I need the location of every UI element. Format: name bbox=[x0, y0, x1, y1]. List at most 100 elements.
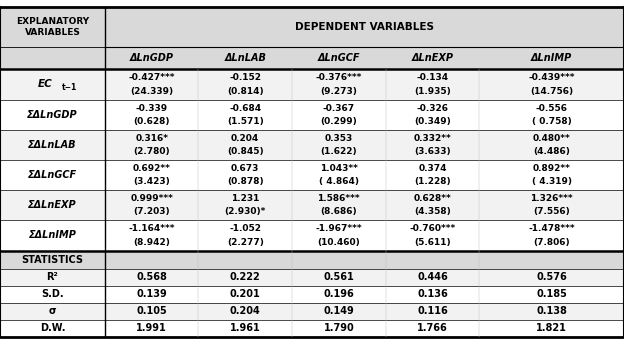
Text: R²: R² bbox=[47, 272, 58, 282]
Bar bbox=[198, 303, 292, 320]
Text: 1.991: 1.991 bbox=[136, 323, 167, 333]
Text: -0.326: -0.326 bbox=[416, 103, 449, 112]
Text: (2.277): (2.277) bbox=[227, 238, 264, 247]
Text: (7.203): (7.203) bbox=[134, 208, 170, 217]
Bar bbox=[105, 69, 198, 100]
Bar bbox=[0, 303, 105, 320]
Text: (10.460): (10.460) bbox=[318, 238, 360, 247]
Text: -0.152: -0.152 bbox=[229, 73, 261, 82]
Bar bbox=[479, 190, 624, 220]
Bar bbox=[292, 100, 386, 130]
Text: (0.814): (0.814) bbox=[227, 87, 263, 96]
Text: ΣΔLnGCF: ΣΔLnGCF bbox=[28, 170, 77, 180]
Bar bbox=[105, 269, 198, 286]
Text: 0.332**: 0.332** bbox=[414, 134, 451, 143]
Bar bbox=[386, 100, 479, 130]
Bar bbox=[0, 69, 105, 100]
Text: (0.628): (0.628) bbox=[134, 117, 170, 126]
Text: -1.967***: -1.967*** bbox=[316, 224, 362, 233]
Bar bbox=[0, 320, 105, 337]
Text: 1.821: 1.821 bbox=[536, 323, 567, 333]
Text: (4.358): (4.358) bbox=[414, 208, 451, 217]
Text: (7.556): (7.556) bbox=[534, 208, 570, 217]
Text: -0.134: -0.134 bbox=[416, 73, 449, 82]
Text: (1.622): (1.622) bbox=[321, 147, 357, 156]
Text: -0.376***: -0.376*** bbox=[316, 73, 362, 82]
Text: (8.686): (8.686) bbox=[321, 208, 357, 217]
Bar bbox=[479, 47, 624, 69]
Bar bbox=[292, 130, 386, 160]
Text: -0.556: -0.556 bbox=[535, 103, 568, 112]
Bar bbox=[0, 100, 105, 130]
Text: ΔLnEXP: ΔLnEXP bbox=[411, 53, 454, 63]
Bar bbox=[105, 220, 198, 251]
Bar bbox=[386, 47, 479, 69]
Text: 0.149: 0.149 bbox=[323, 306, 354, 316]
Text: ΔLnIMP: ΔLnIMP bbox=[531, 53, 572, 63]
Bar bbox=[479, 269, 624, 286]
Text: (3.633): (3.633) bbox=[414, 147, 451, 156]
Bar bbox=[386, 286, 479, 303]
Bar bbox=[386, 190, 479, 220]
Text: EXPLANATORY
VARIABLES: EXPLANATORY VARIABLES bbox=[16, 17, 89, 36]
Bar bbox=[292, 286, 386, 303]
Bar bbox=[479, 320, 624, 337]
Text: 1.790: 1.790 bbox=[323, 323, 354, 333]
Bar bbox=[386, 160, 479, 190]
Text: (0.299): (0.299) bbox=[321, 117, 357, 126]
Bar bbox=[292, 320, 386, 337]
Text: 0.999***: 0.999*** bbox=[130, 194, 173, 203]
Text: 0.561: 0.561 bbox=[323, 272, 354, 282]
Bar bbox=[105, 320, 198, 337]
Bar bbox=[292, 220, 386, 251]
Text: (2.780): (2.780) bbox=[134, 147, 170, 156]
Text: -0.427***: -0.427*** bbox=[129, 73, 175, 82]
Text: 0.196: 0.196 bbox=[323, 289, 354, 299]
Bar bbox=[386, 320, 479, 337]
Text: 0.673: 0.673 bbox=[231, 164, 260, 173]
Text: 0.628**: 0.628** bbox=[414, 194, 451, 203]
Bar bbox=[0, 190, 105, 220]
Bar bbox=[105, 303, 198, 320]
Bar bbox=[479, 286, 624, 303]
Bar bbox=[479, 130, 624, 160]
Bar bbox=[198, 69, 292, 100]
Text: ΔLnLAB: ΔLnLAB bbox=[224, 53, 266, 63]
Text: -0.339: -0.339 bbox=[135, 103, 168, 112]
Text: 0.480**: 0.480** bbox=[533, 134, 570, 143]
Text: 1.961: 1.961 bbox=[230, 323, 261, 333]
Bar bbox=[198, 100, 292, 130]
Bar bbox=[105, 286, 198, 303]
Bar bbox=[198, 160, 292, 190]
Bar bbox=[0, 47, 105, 69]
Text: DEPENDENT VARIABLES: DEPENDENT VARIABLES bbox=[295, 22, 434, 32]
Text: σ: σ bbox=[49, 306, 56, 316]
Bar bbox=[198, 220, 292, 251]
Bar bbox=[105, 47, 198, 69]
Text: (1.571): (1.571) bbox=[227, 117, 263, 126]
Text: 0.105: 0.105 bbox=[136, 306, 167, 316]
Text: -0.367: -0.367 bbox=[323, 103, 355, 112]
Text: (0.878): (0.878) bbox=[227, 177, 263, 186]
Text: (1.935): (1.935) bbox=[414, 87, 451, 96]
Text: ΔLnGCF: ΔLnGCF bbox=[318, 53, 360, 63]
Text: 1.043**: 1.043** bbox=[320, 164, 358, 173]
Bar bbox=[0, 220, 105, 251]
Bar bbox=[479, 69, 624, 100]
Bar bbox=[105, 190, 198, 220]
Bar bbox=[292, 160, 386, 190]
Text: 0.446: 0.446 bbox=[417, 272, 448, 282]
Bar bbox=[292, 303, 386, 320]
Bar bbox=[0, 7, 105, 47]
Bar bbox=[0, 251, 624, 269]
Text: (0.349): (0.349) bbox=[414, 117, 451, 126]
Text: (7.806): (7.806) bbox=[534, 238, 570, 247]
Text: 0.892**: 0.892** bbox=[533, 164, 570, 173]
Text: (0.845): (0.845) bbox=[227, 147, 263, 156]
Text: 0.136: 0.136 bbox=[417, 289, 448, 299]
Bar bbox=[198, 269, 292, 286]
Text: D.W.: D.W. bbox=[40, 323, 65, 333]
Bar bbox=[292, 190, 386, 220]
Bar bbox=[386, 220, 479, 251]
Text: (4.486): (4.486) bbox=[533, 147, 570, 156]
